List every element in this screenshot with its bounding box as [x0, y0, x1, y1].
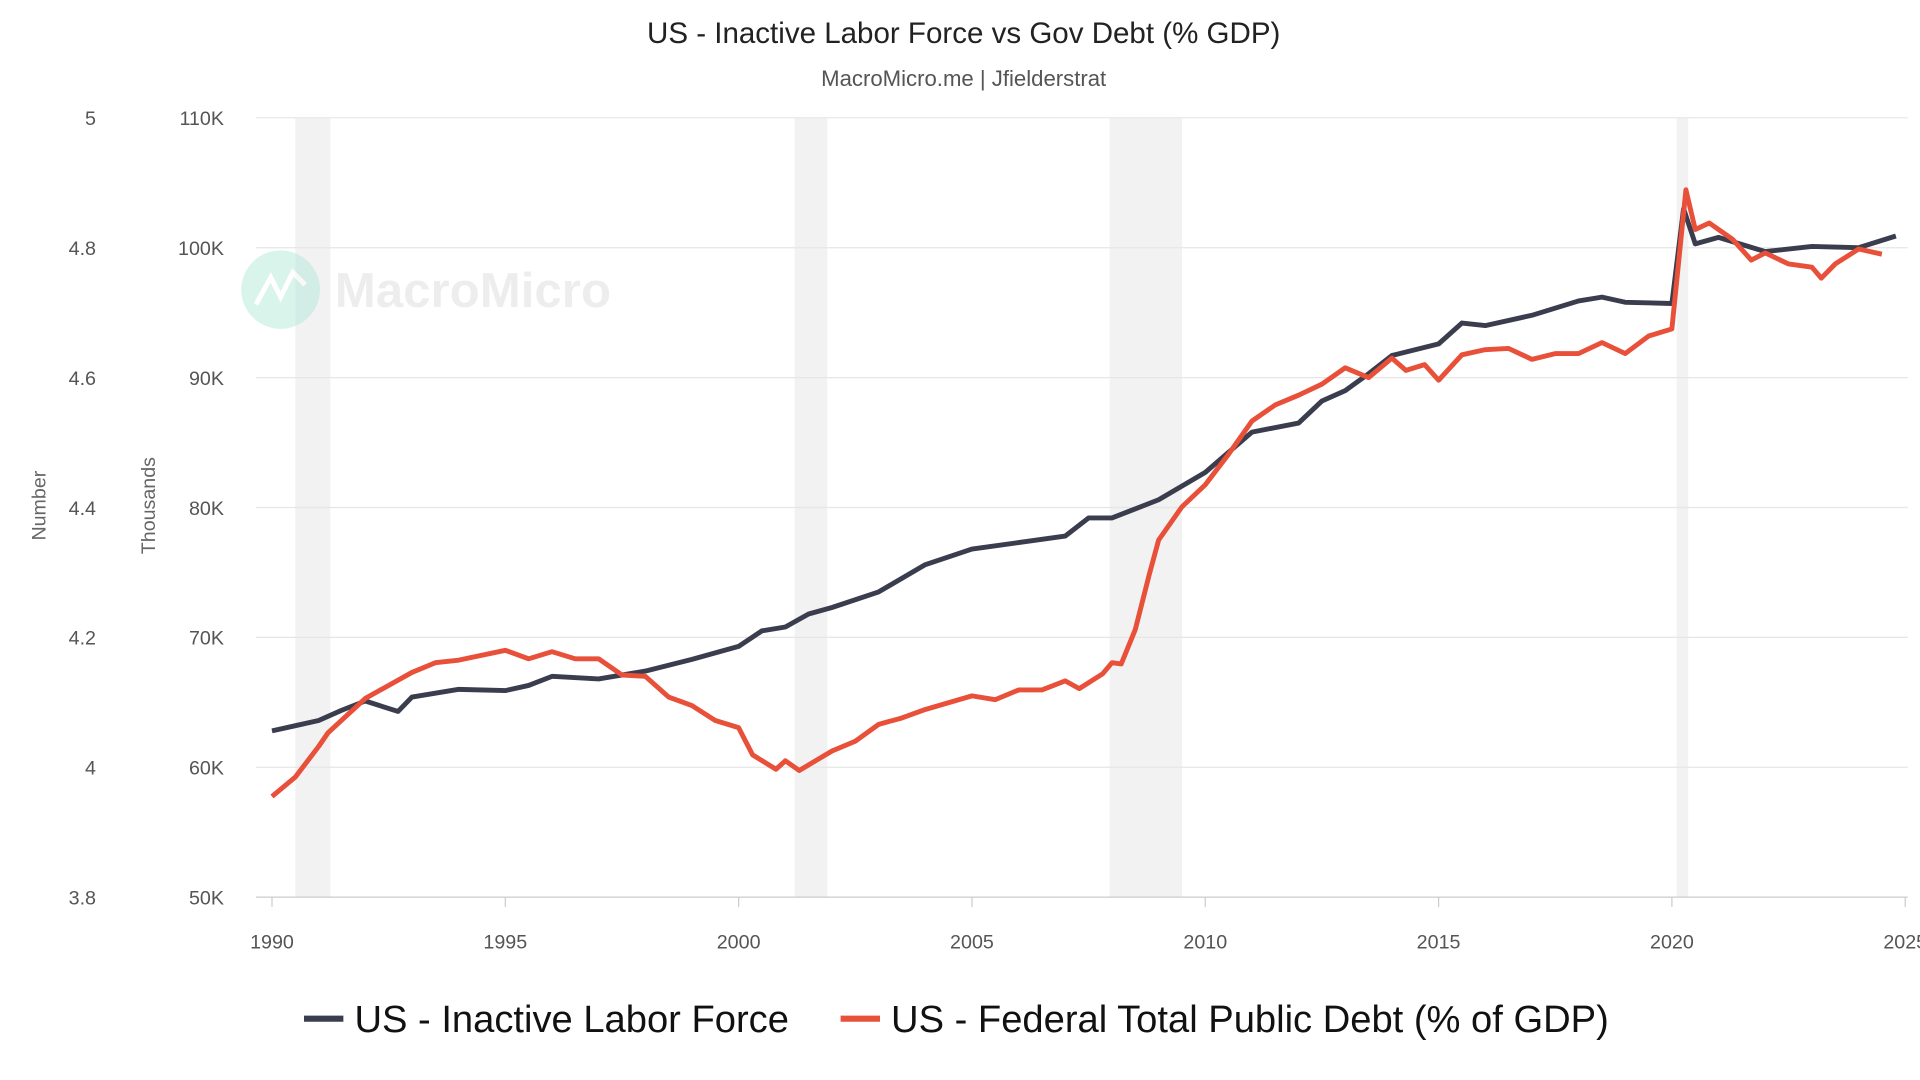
watermark: MacroMicro — [241, 250, 611, 329]
x-tick-label: 1990 — [250, 932, 294, 954]
right-axis-tick-label: 70K — [189, 628, 224, 650]
chart-title: US - Inactive Labor Force vs Gov Debt (%… — [647, 17, 1280, 50]
legend: US - Inactive Labor Force US - Federal T… — [304, 999, 1609, 1041]
x-tick-label: 2025 — [1883, 932, 1920, 954]
legend-label-labor: US - Inactive Labor Force — [354, 999, 788, 1041]
right-axis-tick-label: 80K — [189, 498, 224, 520]
chart-subtitle: MacroMicro.me | Jfielderstrat — [821, 66, 1106, 91]
right-axis-tick-label: 50K — [189, 888, 224, 910]
left-axis-tick-label: 3.8 — [69, 888, 96, 910]
left-axis-tick-label: 4.2 — [69, 628, 96, 650]
legend-label-debt: US - Federal Total Public Debt (% of GDP… — [891, 999, 1609, 1041]
x-tick-label: 2005 — [950, 932, 994, 954]
right-axis-tick-label: 100K — [178, 238, 224, 260]
x-tick-label: 2020 — [1650, 932, 1694, 954]
right-axis-tick-label: 60K — [189, 758, 224, 780]
series-line-inactive-labor-force — [271, 206, 1897, 734]
left-axis-tick-label: 4 — [85, 758, 96, 780]
watermark-text: MacroMicro — [335, 263, 611, 318]
x-tick-label: 2010 — [1183, 932, 1227, 954]
legend-item-debt[interactable]: US - Federal Total Public Debt (% of GDP… — [840, 999, 1609, 1041]
left-axis-tick-label: 5 — [85, 108, 96, 130]
left-axis-tick-label: 4.8 — [69, 238, 96, 260]
x-tick-label: 1995 — [483, 932, 527, 954]
left-axis-label: Number — [29, 470, 51, 540]
right-axis-tick-label: 90K — [189, 368, 224, 390]
x-tick-label: 2015 — [1417, 932, 1461, 954]
right-axis-tick-label: 110K — [179, 108, 224, 130]
right-axis-label: Thousands — [138, 457, 160, 554]
x-tick-label: 2000 — [717, 932, 761, 954]
left-axis-tick-label: 4.6 — [69, 368, 96, 390]
left-axis-tick-label: 4.4 — [69, 498, 96, 520]
watermark-logo-icon — [241, 250, 320, 329]
legend-item-labor[interactable]: US - Inactive Labor Force — [304, 999, 789, 1041]
